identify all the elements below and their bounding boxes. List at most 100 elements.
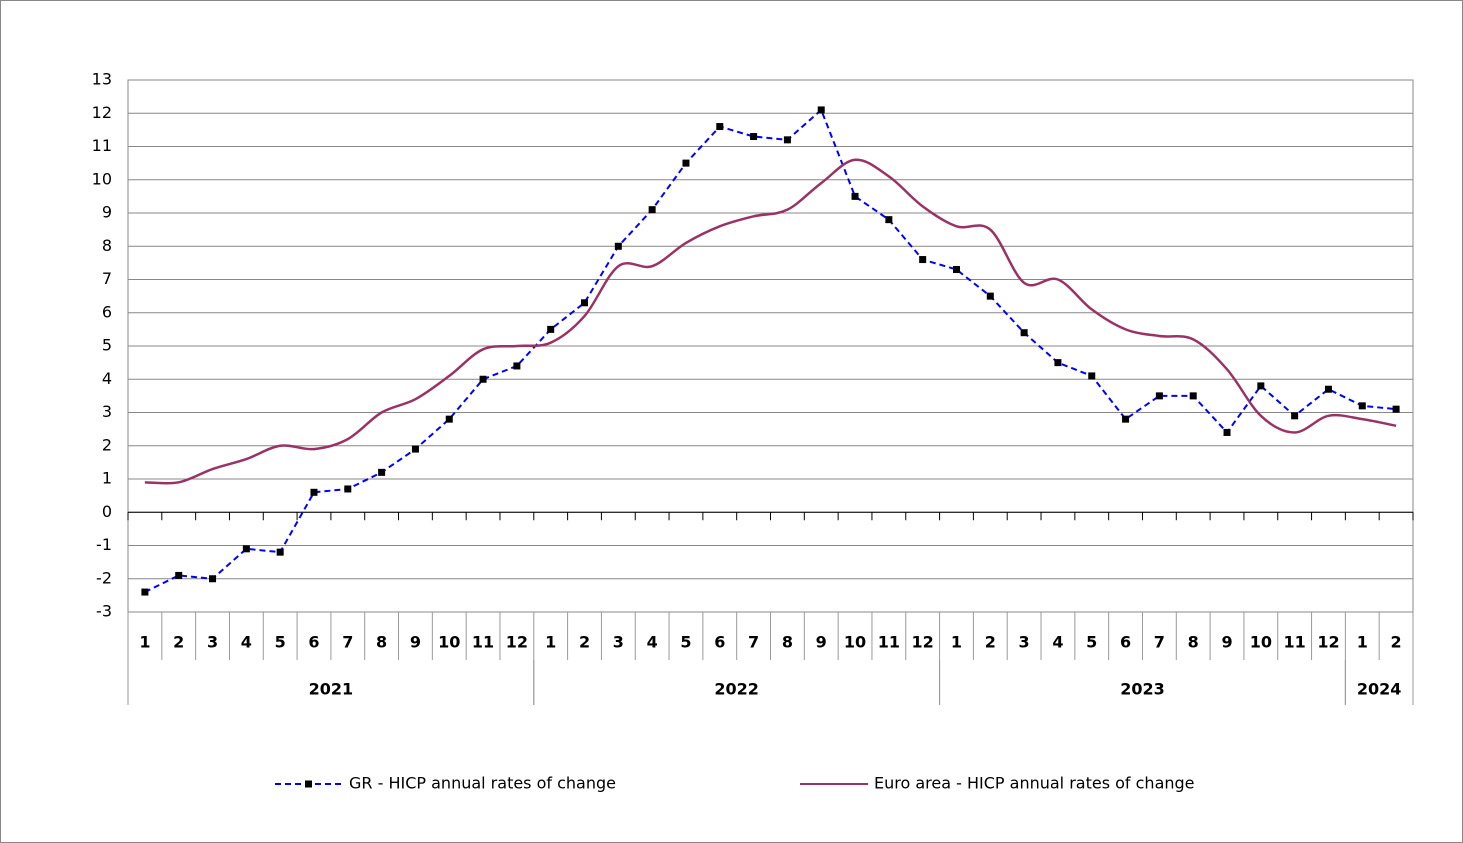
- point-marker: [1223, 428, 1231, 436]
- point-marker: [817, 106, 825, 114]
- point-marker: [952, 266, 960, 274]
- point-marker: [1324, 385, 1332, 393]
- y-tick-label: -3: [96, 602, 112, 621]
- x-tick-label: 12: [506, 633, 528, 652]
- y-tick-label: 8: [102, 236, 112, 255]
- x-tick-label: 10: [1250, 633, 1272, 652]
- y-tick-label: -2: [96, 568, 112, 587]
- point-marker: [1257, 382, 1265, 390]
- y-tick-label: 0: [102, 502, 112, 521]
- point-marker: [581, 299, 589, 307]
- y-tick-label: 13: [92, 70, 112, 89]
- x-tick-label: 11: [472, 633, 494, 652]
- series-line: [144, 108, 1397, 593]
- point-marker: [682, 159, 690, 167]
- x-tick-label: 1: [139, 633, 150, 652]
- x-tick-label: 4: [647, 633, 658, 652]
- y-tick-label: -1: [96, 535, 112, 554]
- y-tick-label: 6: [102, 302, 112, 321]
- point-marker: [378, 468, 386, 476]
- x-tick-label: 12: [1317, 633, 1339, 652]
- point-marker: [1054, 359, 1062, 367]
- x-tick-label: 9: [410, 633, 421, 652]
- point-marker: [1291, 412, 1299, 420]
- x-tick-label: 8: [1188, 633, 1199, 652]
- x-group-label: 2023: [1120, 680, 1165, 699]
- x-tick-label: 7: [1154, 633, 1165, 652]
- x-tick-label: 6: [308, 633, 319, 652]
- x-tick-label: 6: [714, 633, 725, 652]
- x-tick-label: 3: [207, 633, 218, 652]
- point-marker: [1088, 372, 1096, 380]
- point-marker: [1358, 402, 1366, 410]
- x-tick-label: 5: [275, 633, 286, 652]
- point-marker: [1020, 329, 1028, 337]
- series-line: [144, 158, 1397, 485]
- x-tick-label: 6: [1120, 633, 1131, 652]
- y-tick-label: 5: [102, 336, 112, 355]
- point-marker: [411, 445, 419, 453]
- point-marker: [716, 123, 724, 131]
- legend-label: Euro area - HICP annual rates of change: [874, 774, 1195, 793]
- point-marker: [851, 192, 859, 200]
- point-marker: [750, 133, 758, 141]
- point-marker: [547, 325, 555, 333]
- x-tick-label: 8: [782, 633, 793, 652]
- y-tick-label: 2: [102, 435, 112, 454]
- x-tick-label: 5: [1086, 633, 1097, 652]
- point-marker: [513, 362, 521, 370]
- legend-marker: [305, 780, 312, 788]
- point-marker: [1189, 392, 1197, 400]
- point-marker: [141, 588, 149, 596]
- legend-label: GR - HICP annual rates of change: [349, 774, 616, 793]
- x-tick-label: 2: [579, 633, 590, 652]
- x-tick-label: 2: [173, 633, 184, 652]
- x-tick-label: 7: [748, 633, 759, 652]
- point-marker: [614, 242, 622, 250]
- y-tick-label: 7: [102, 269, 112, 288]
- x-tick-label: 11: [1284, 633, 1306, 652]
- point-marker: [783, 136, 791, 144]
- x-group-label: 2021: [309, 680, 354, 699]
- point-marker: [344, 485, 352, 493]
- point-marker: [1392, 405, 1400, 413]
- point-marker: [986, 292, 994, 300]
- x-tick-label: 4: [1052, 633, 1063, 652]
- point-marker: [479, 375, 487, 383]
- y-tick-label: 11: [92, 136, 112, 155]
- point-marker: [1122, 415, 1130, 423]
- point-marker: [276, 548, 284, 556]
- x-group-label: 2024: [1357, 680, 1402, 699]
- point-marker: [242, 545, 250, 553]
- x-tick-label: 8: [376, 633, 387, 652]
- x-tick-label: 1: [951, 633, 962, 652]
- x-tick-label: 11: [878, 633, 900, 652]
- x-tick-label: 1: [1357, 633, 1368, 652]
- y-tick-label: 12: [92, 103, 112, 122]
- point-marker: [885, 216, 893, 224]
- y-tick-label: 9: [102, 203, 112, 222]
- x-tick-label: 10: [438, 633, 460, 652]
- x-tick-label: 2: [985, 633, 996, 652]
- x-tick-label: 1: [545, 633, 556, 652]
- x-tick-label: 5: [680, 633, 691, 652]
- point-marker: [1155, 392, 1163, 400]
- x-tick-label: 12: [912, 633, 934, 652]
- y-tick-label: 3: [102, 402, 112, 421]
- y-tick-label: 4: [102, 369, 112, 388]
- x-tick-label: 9: [1221, 633, 1232, 652]
- x-tick-label: 2: [1391, 633, 1402, 652]
- y-tick-label: 1: [102, 469, 112, 488]
- x-tick-label: 9: [816, 633, 827, 652]
- x-group-label: 2022: [714, 680, 759, 699]
- point-marker: [310, 488, 318, 496]
- point-marker: [648, 206, 656, 214]
- x-tick-label: 3: [613, 633, 624, 652]
- x-tick-label: 10: [844, 633, 866, 652]
- x-tick-label: 4: [241, 633, 252, 652]
- x-tick-label: 3: [1019, 633, 1030, 652]
- point-marker: [175, 571, 183, 579]
- point-marker: [919, 256, 927, 264]
